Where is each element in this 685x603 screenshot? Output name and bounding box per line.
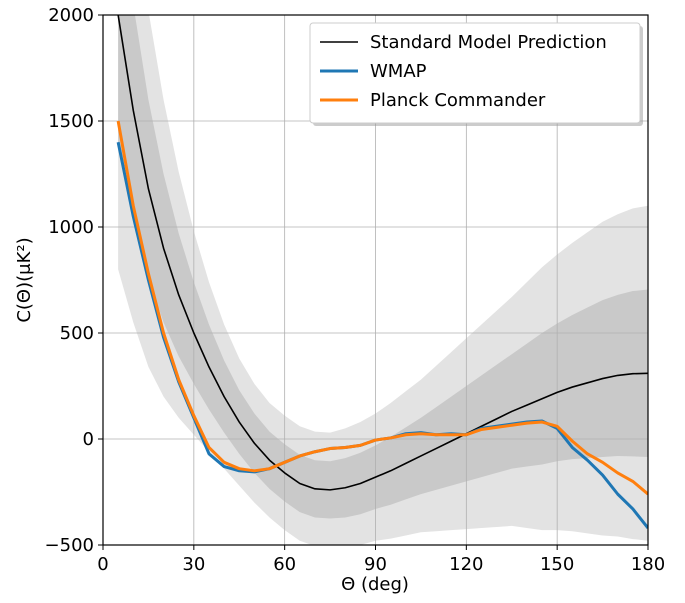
legend-label: WMAP [370, 61, 427, 82]
band [118, 15, 648, 519]
series-line [116, 120, 648, 496]
y-tick-label: 1500 [48, 111, 94, 132]
x-tick-label: 180 [631, 554, 665, 575]
x-tick-label: 120 [449, 554, 483, 575]
x-axis-label: Θ (deg) [341, 574, 409, 595]
lines [116, 15, 648, 529]
legend-label: Planck Commander [370, 90, 546, 111]
y-tick-label: 500 [60, 323, 94, 344]
x-tick-label: 90 [364, 554, 387, 575]
series-line [117, 15, 648, 491]
y-tick-label: 0 [83, 429, 94, 450]
y-axis-label: C(Θ)(μK²) [14, 237, 35, 322]
legend-label: Standard Model Prediction [370, 32, 607, 53]
x-tick-label: 60 [273, 554, 296, 575]
legend-box [309, 22, 641, 124]
x-tick-label: 150 [540, 554, 574, 575]
bands [118, 15, 648, 545]
y-tick-label: 1000 [48, 217, 94, 238]
legend: Standard Model Prediction WMAP Planck Comm… [309, 22, 643, 126]
y-tick-label: −500 [45, 535, 94, 556]
y-tick-label: 2000 [48, 5, 94, 26]
x-tick-label: 0 [97, 554, 108, 575]
x-tick-label: 30 [182, 554, 205, 575]
